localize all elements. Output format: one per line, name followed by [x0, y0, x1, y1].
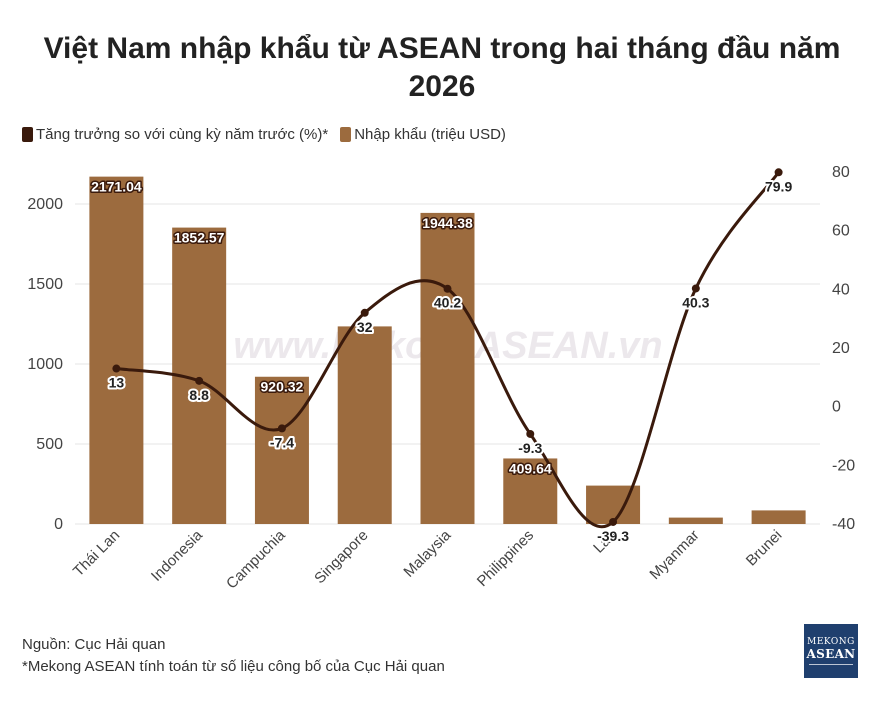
bar-data-labels: 2171.04 1852.57 920.32 1944.38 409.64: [90, 177, 554, 478]
chart-title-line2: 2026: [408, 70, 476, 103]
y-axis-left: 0 500 1000 1500 2000: [27, 196, 63, 533]
logo-text-1: MEKONG: [807, 637, 855, 647]
line-data-labels: 13 8.8 -7.4 32 40.2 -9.3 -39.3 40.3 79.9: [107, 176, 795, 546]
chart-footer: Nguồn: Cục Hải quan *Mekong ASEAN tính t…: [22, 634, 445, 678]
growth-point-5: [526, 429, 535, 438]
bar-series: [89, 176, 806, 524]
bar-data-label: 409.64: [509, 460, 552, 476]
bar-8: [751, 510, 806, 524]
y-axis-right: -40 -20 0 20 40 60 80: [832, 164, 855, 533]
legend-swatch-imports: [340, 127, 352, 142]
y-left-tick-label: 1000: [27, 356, 63, 373]
x-axis: Thái Lan Indonesia Campuchia Singapore Malay…: [70, 526, 786, 592]
logo-text-2: ASEAN: [806, 647, 856, 661]
bar-4: [420, 212, 475, 524]
growth-line: [116, 171, 780, 529]
x-tick-label: Brunei: [743, 527, 786, 570]
x-tick-label: Malaysia: [400, 526, 454, 580]
line-data-label: 40.2: [434, 295, 461, 311]
line-data-label: 40.3: [682, 294, 709, 310]
legend-label-imports: Nhập khẩu (triệu USD): [354, 126, 506, 143]
y-right-tick-label: 20: [832, 340, 850, 357]
bar-data-label: 1944.38: [422, 215, 473, 231]
y-right-tick-label: 60: [832, 223, 850, 240]
line-data-label: -39.3: [597, 528, 629, 544]
legend-swatch-growth: [22, 127, 33, 142]
y-right-tick-label: -40: [832, 516, 855, 533]
growth-point-3: [360, 308, 369, 317]
y-left-tick-label: 500: [36, 436, 63, 453]
mekong-asean-logo: MEKONG ASEAN: [804, 624, 858, 678]
chart-legend: Tăng trưởng so với cùng kỳ năm trước (%)…: [22, 126, 518, 143]
bar-data-label: 2171.04: [91, 179, 142, 195]
x-tick-label: Philippines: [474, 527, 537, 590]
y-right-tick-label: 0: [832, 399, 841, 416]
x-tick-label: Thái Lan: [70, 527, 123, 580]
bar-data-label: 920.32: [261, 379, 304, 395]
growth-point-6: [609, 517, 618, 526]
line-series: [112, 168, 783, 529]
x-tick-label: Indonesia: [148, 526, 206, 584]
bar-5: [503, 458, 558, 524]
growth-point-0: [112, 364, 121, 373]
calculation-note: *Mekong ASEAN tính toán từ số liệu công …: [22, 658, 445, 675]
growth-point-1: [195, 376, 204, 385]
chart-title-line1: Việt Nam nhập khẩu từ ASEAN trong hai th…: [43, 32, 841, 65]
growth-point-2: [277, 424, 286, 433]
growth-point-8: [774, 168, 783, 177]
x-tick-label: Myanmar: [646, 527, 702, 583]
legend-label-growth: Tăng trưởng so với cùng kỳ năm trước (%)…: [36, 126, 329, 143]
growth-point-7: [691, 284, 700, 293]
legend-item-growth[interactable]: Tăng trưởng so với cùng kỳ năm trước (%)…: [22, 126, 328, 143]
line-data-label: 79.9: [765, 178, 792, 194]
y-left-tick-label: 2000: [27, 196, 63, 213]
y-right-tick-label: 40: [832, 281, 850, 298]
y-left-tick-label: 0: [54, 516, 63, 533]
bar-2: [254, 376, 309, 524]
y-right-tick-label: 80: [832, 164, 850, 181]
line-data-label: 32: [357, 319, 373, 335]
x-tick-label: Campuchia: [223, 526, 289, 592]
bar-0: [89, 176, 144, 524]
line-data-label: -9.3: [518, 440, 542, 456]
bar-data-label: 1852.57: [174, 230, 225, 246]
growth-point-4: [443, 284, 452, 293]
source-note: Nguồn: Cục Hải quan: [22, 636, 166, 653]
line-data-label: -7.4: [270, 434, 294, 450]
bar-7: [668, 517, 723, 524]
legend-item-imports[interactable]: Nhập khẩu (triệu USD): [340, 126, 506, 143]
y-left-tick-label: 1500: [27, 276, 63, 293]
x-tick-label: Singapore: [311, 527, 371, 587]
bar-3: [337, 326, 392, 524]
line-data-label: 13: [109, 375, 125, 391]
line-data-label: 8.8: [189, 387, 209, 403]
chart-title: Việt Nam nhập khẩu từ ASEAN trong hai th…: [0, 30, 884, 106]
y-right-tick-label: -20: [832, 457, 855, 474]
